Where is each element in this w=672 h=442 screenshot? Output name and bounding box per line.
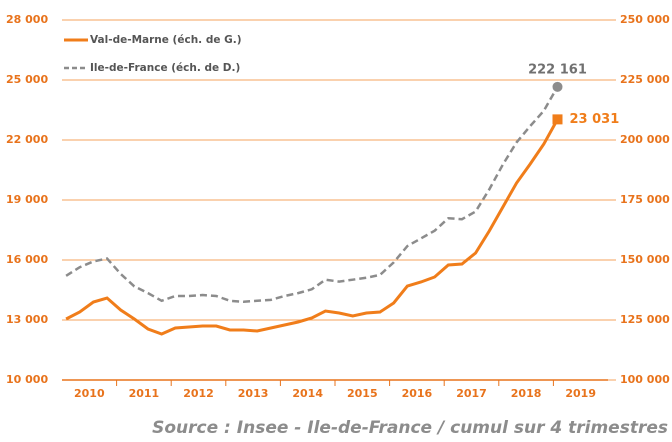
x-tick-label: 2012 xyxy=(183,387,214,400)
y2-tick-label: 175 000 xyxy=(620,193,670,206)
data-label: 222 161 xyxy=(528,62,587,77)
x-tick-label: 2013 xyxy=(238,387,269,400)
x-tick-label: 2017 xyxy=(456,387,487,400)
x-tick-label: 2018 xyxy=(511,387,542,400)
x-tick-label: 2011 xyxy=(129,387,160,400)
y-tick-label: 16 000 xyxy=(6,253,48,266)
y2-tick-label: 125 000 xyxy=(620,313,670,326)
x-tick-label: 2019 xyxy=(565,387,596,400)
y2-tick-label: 225 000 xyxy=(620,73,670,86)
x-tick-label: 2010 xyxy=(74,387,105,400)
series-line xyxy=(65,86,559,304)
legend-label: Ile-de-France (éch. de D.) xyxy=(90,62,240,74)
data-label: 23 031 xyxy=(569,112,619,127)
x-tick-label: 2015 xyxy=(347,387,378,400)
y-tick-label: 13 000 xyxy=(6,313,48,326)
series-line xyxy=(65,118,559,336)
y-tick-label: 19 000 xyxy=(6,193,48,206)
y2-tick-label: 250 000 xyxy=(620,13,670,26)
end-marker xyxy=(552,114,563,125)
source: Source : Insee - Ile-de-France / cumul s… xyxy=(152,418,668,438)
y2-tick-label: 200 000 xyxy=(620,133,670,146)
y2-tick-label: 150 000 xyxy=(620,253,670,266)
x-tick-label: 2016 xyxy=(402,387,433,400)
y-tick-label: 25 000 xyxy=(6,73,48,86)
y2-tick-label: 100 000 xyxy=(620,373,670,386)
legend-label: Val-de-Marne (éch. de G.) xyxy=(90,34,242,46)
x-tick-label: 2014 xyxy=(292,387,323,400)
y-tick-label: 10 000 xyxy=(6,373,48,386)
y-tick-label: 28 000 xyxy=(6,13,48,26)
y-tick-label: 22 000 xyxy=(6,133,48,146)
end-marker xyxy=(552,81,563,92)
